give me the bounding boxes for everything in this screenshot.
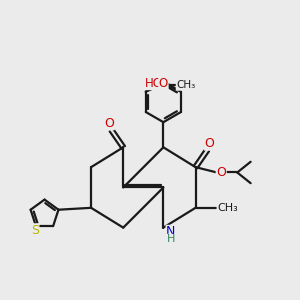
Text: HO: HO bbox=[145, 76, 163, 90]
Text: O: O bbox=[159, 76, 168, 90]
Text: O: O bbox=[216, 166, 226, 179]
Text: O: O bbox=[104, 117, 114, 130]
Text: CH₃: CH₃ bbox=[217, 203, 238, 213]
Text: S: S bbox=[31, 224, 39, 237]
Text: N: N bbox=[166, 225, 176, 239]
Text: H: H bbox=[167, 234, 175, 244]
Text: CH₃: CH₃ bbox=[176, 80, 196, 90]
Text: O: O bbox=[205, 137, 214, 150]
